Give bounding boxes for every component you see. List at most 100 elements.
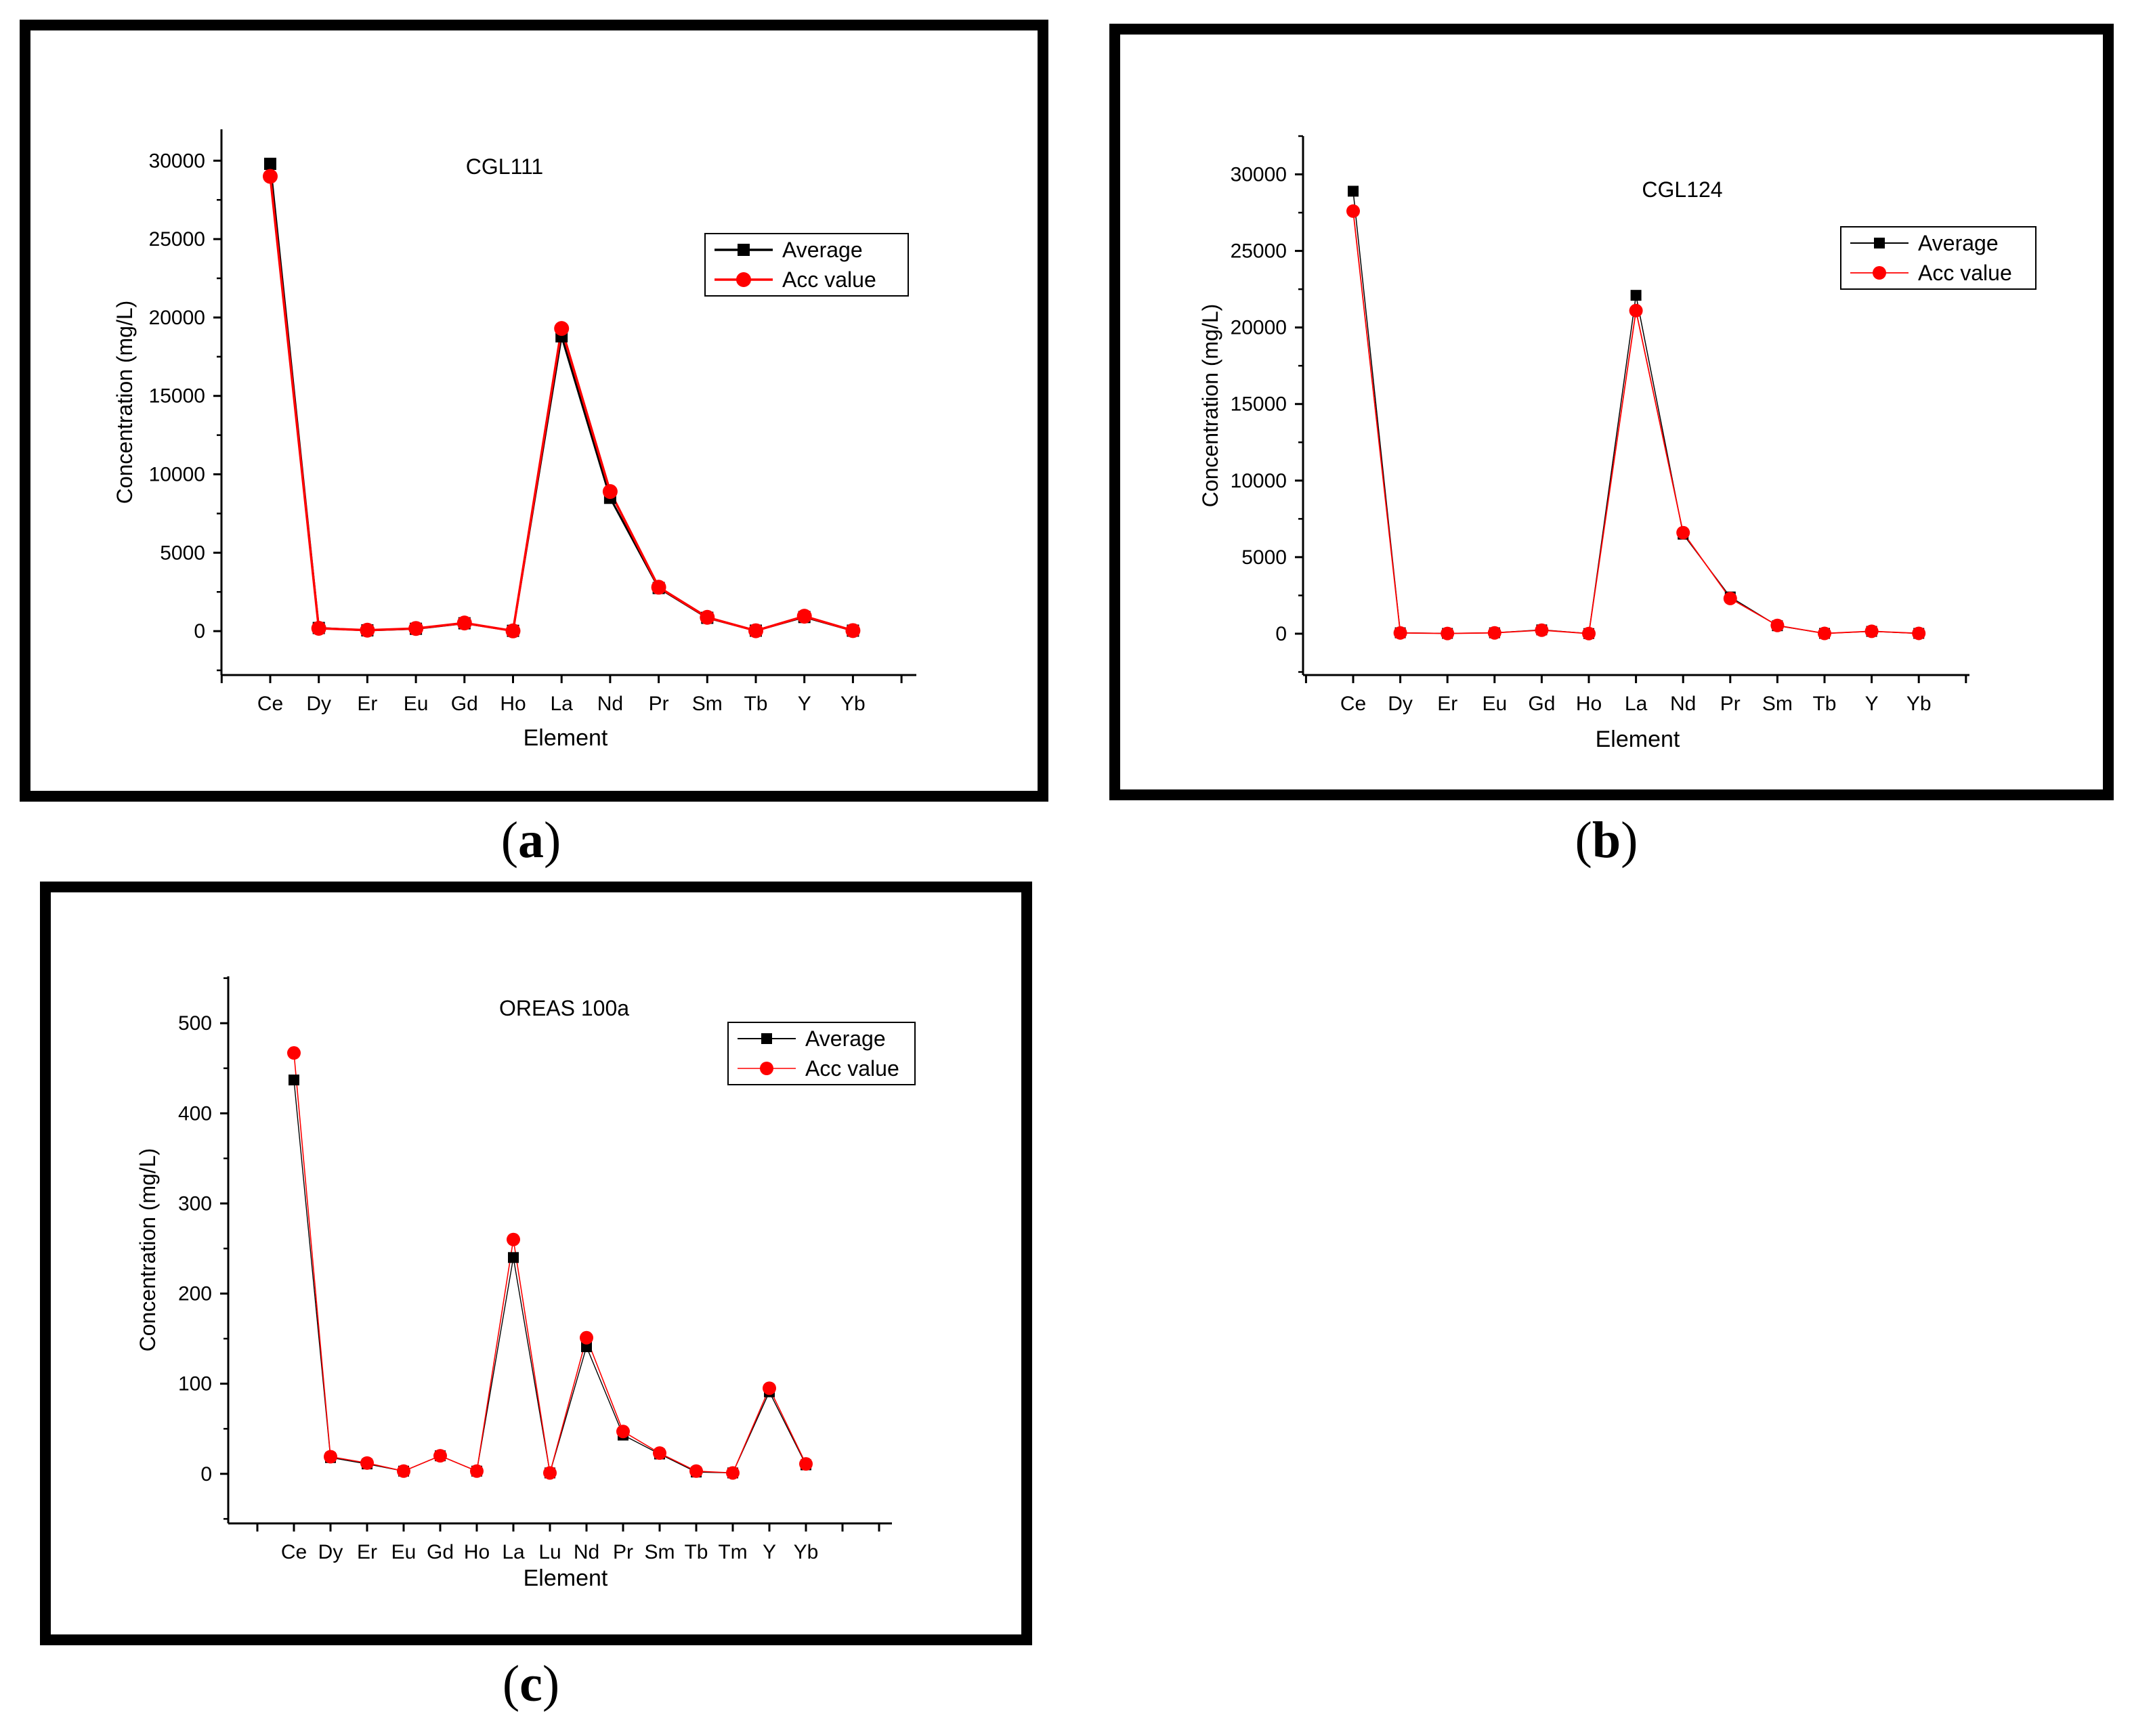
chart-a: 0 5000 10000 15000 20000 25000 30000 Ce Dy Er Eu Gd… (112, 129, 916, 751)
c-acc-point (763, 1381, 776, 1395)
caption-c: (c) (429, 1655, 633, 1714)
c-acc-point (653, 1446, 666, 1460)
b-y-axis-title: Concentration (mg/L) (1198, 304, 1222, 508)
a-acc-point (311, 620, 326, 636)
c-x-tick-label: Tb (684, 1541, 708, 1563)
caption-c-close: ) (542, 1655, 560, 1712)
chart-panel-a: 0 5000 10000 15000 20000 25000 30000 Ce Dy Er Eu Gd… (20, 20, 1048, 802)
a-acc-point (360, 622, 375, 638)
b-average-point (1348, 186, 1359, 197)
a-legend-average-label: Average (782, 238, 863, 262)
c-x-tick-label: La (502, 1541, 525, 1563)
a-y-tick-label: 15000 (149, 385, 205, 408)
a-x-tick-label: La (551, 693, 574, 715)
c-x-tick-label: Dy (318, 1541, 343, 1563)
c-chart-title: OREAS 100a (499, 996, 629, 1020)
c-x-tick-label: Ce (281, 1541, 307, 1563)
b-acc-point (1535, 623, 1549, 637)
caption-c-open: ( (502, 1655, 520, 1712)
chart-c: 0 100 200 300 400 500 Ce Dy Er Eu Gd Ho La Lu Nd Pr Sm Tb… (135, 976, 916, 1591)
a-x-axis-title: Element (524, 725, 608, 751)
c-x-tick-label: Nd (574, 1541, 599, 1563)
c-x-tick-label: Tm (718, 1541, 747, 1563)
chart-panel-b: 0 5000 10000 15000 20000 25000 30000 Ce Dy Er Eu Gd… (1109, 24, 2114, 800)
b-y-tick-label: 0 (1275, 623, 1287, 645)
b-acc-point (1487, 626, 1501, 640)
b-acc-point (1441, 626, 1455, 641)
a-acc-point (505, 623, 521, 638)
c-legend-box (727, 1022, 916, 1085)
c-legend-acc-marker (760, 1062, 773, 1075)
a-acc-point (845, 623, 861, 638)
b-x-tick-label: Gd (1528, 693, 1555, 715)
b-x-tick-label: Er (1437, 693, 1457, 715)
b-x-axis-title: Element (1596, 726, 1680, 752)
c-acc-point (507, 1232, 520, 1246)
b-legend-acc-label: Acc value (1918, 261, 2012, 285)
a-average-point (264, 157, 276, 170)
b-average-point (1630, 290, 1642, 301)
a-x-tick-label: Gd (451, 693, 478, 715)
c-x-tick-label: Gd (427, 1541, 454, 1563)
a-x-tick-label: Y (798, 693, 811, 715)
a-acc-point (700, 609, 715, 625)
c-legend-average-label: Average (805, 1026, 886, 1051)
b-acc-point (1818, 626, 1831, 641)
b-acc-point (1393, 626, 1407, 640)
b-y-tick-label: 10000 (1231, 470, 1287, 492)
caption-b-close: ) (1621, 812, 1638, 869)
a-y-tick-label: 5000 (160, 542, 205, 564)
b-acc-point (1864, 624, 1879, 638)
a-x-tick-label: Sm (692, 693, 723, 715)
c-legend-average-marker (761, 1033, 772, 1044)
b-series-average-line (1352, 191, 1919, 634)
a-legend-acc-marker (736, 272, 751, 287)
chart-b: 0 5000 10000 15000 20000 25000 30000 Ce Dy Er Eu Gd… (1198, 135, 2037, 752)
a-legend-acc-label: Acc value (782, 267, 876, 292)
a-y-tick-label: 25000 (149, 228, 205, 251)
b-x-tick-label: La (1625, 693, 1648, 715)
caption-b-letter: b (1592, 812, 1621, 869)
caption-a-open: ( (500, 812, 518, 869)
c-acc-point (397, 1464, 410, 1478)
b-x-tick-label: Ce (1340, 693, 1366, 715)
c-acc-point (324, 1450, 337, 1464)
a-x-tick-label: Dy (306, 693, 331, 715)
c-y-tick-label: 200 (178, 1283, 212, 1305)
b-x-tick-label: Yb (1906, 693, 1932, 715)
a-acc-point (651, 580, 666, 595)
a-y-tick-label: 10000 (149, 464, 205, 486)
b-y-tick-label: 15000 (1231, 393, 1287, 416)
a-x-tick-label: Yb (840, 693, 866, 715)
c-average-point (508, 1252, 519, 1263)
caption-b-open: ( (1575, 812, 1592, 869)
caption-c-letter: c (519, 1655, 542, 1712)
c-y-tick-label: 0 (200, 1463, 212, 1485)
c-x-tick-label: Y (763, 1541, 776, 1563)
c-y-tick-label: 300 (178, 1192, 212, 1215)
c-series-acc-line (293, 1053, 807, 1474)
c-acc-point (726, 1466, 740, 1480)
c-y-axis-title: Concentration (mg/L) (135, 1148, 160, 1352)
c-average-point (581, 1341, 592, 1353)
caption-a-letter: a (518, 812, 544, 869)
c-x-tick-label: Sm (645, 1541, 675, 1563)
b-acc-point (1582, 626, 1596, 641)
b-legend-average-label: Average (1918, 231, 1999, 255)
b-acc-point (1676, 525, 1690, 540)
a-acc-point (796, 609, 812, 624)
chart-panel-c: 0 100 200 300 400 500 Ce Dy Er Eu Gd Ho La Lu Nd Pr Sm Tb… (40, 882, 1032, 1645)
c-x-tick-label: Pr (613, 1541, 633, 1563)
b-series-acc-line (1352, 211, 1919, 634)
a-chart-title: CGL111 (466, 154, 543, 179)
a-x-tick-label: Pr (649, 693, 669, 715)
a-x-tick-label: Eu (404, 693, 429, 715)
a-y-tick-label: 20000 (149, 307, 205, 329)
b-acc-point (1723, 591, 1737, 605)
b-acc-point (1770, 618, 1785, 632)
b-acc-point (1629, 303, 1643, 318)
a-acc-point (263, 169, 278, 184)
a-x-tick-label: Nd (597, 693, 623, 715)
c-series-average-line (293, 1080, 807, 1474)
a-x-tick-label: Ho (500, 693, 526, 715)
